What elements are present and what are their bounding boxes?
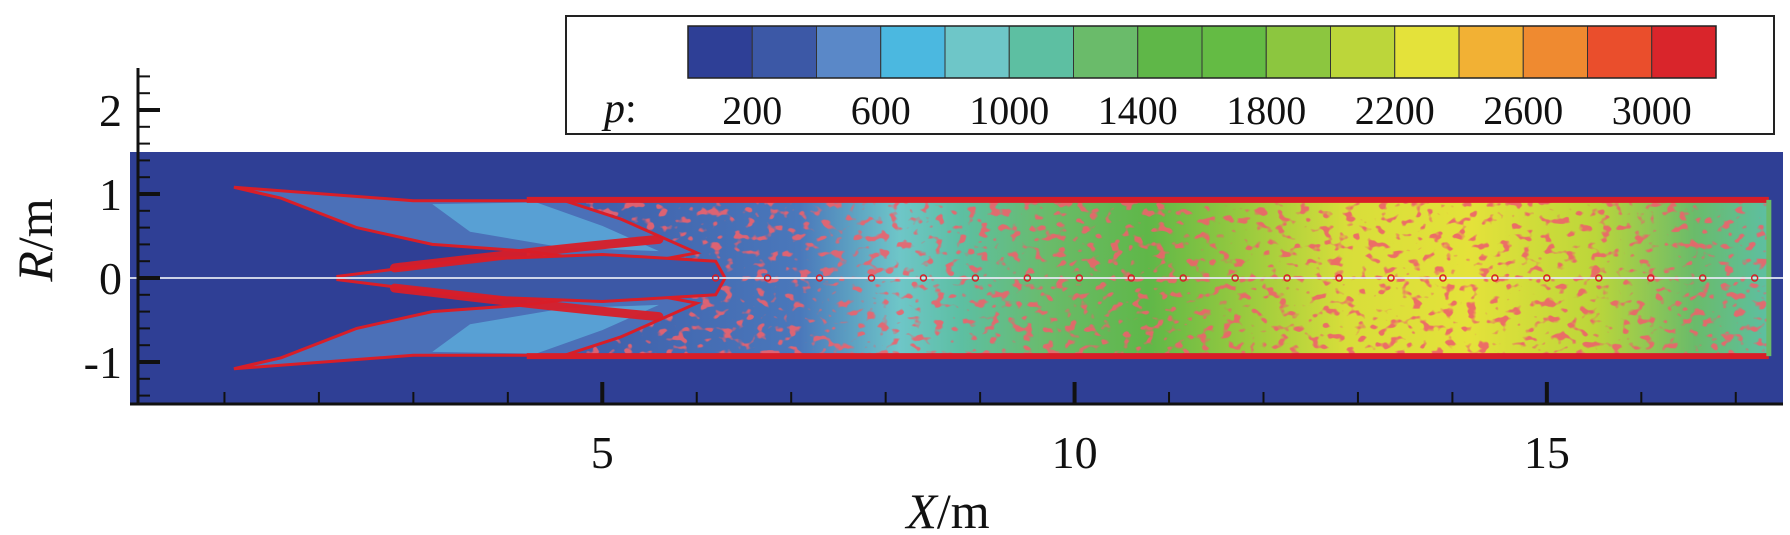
axis-cell-marker <box>1127 274 1135 282</box>
colorbar-tick-label: 1800 <box>1226 88 1306 133</box>
colorbar-swatch <box>880 25 946 79</box>
x-tick-label: 5 <box>591 427 614 478</box>
y-tick-label: 2 <box>99 85 122 136</box>
axis-cell-marker <box>1179 274 1187 282</box>
axis-cell-marker <box>711 274 720 282</box>
colorbar-swatch <box>1651 25 1717 79</box>
colorbar-swatch <box>1265 25 1331 79</box>
axis-cell-marker <box>1698 274 1707 282</box>
colorbar-outline <box>687 25 1717 79</box>
colorbar-swatch <box>1522 25 1588 79</box>
axis-cell-marker <box>1335 274 1343 282</box>
colorbar-swatch <box>1330 25 1396 79</box>
axis-cell-marker <box>763 274 772 282</box>
colorbar-swatch <box>1073 25 1139 79</box>
colorbar-swatch <box>687 25 753 79</box>
axis-cell-marker <box>815 274 824 282</box>
lower-inlet-jet-core <box>432 304 659 354</box>
axis-cell-marker <box>919 274 928 282</box>
axis-cell-marker <box>1750 274 1759 282</box>
colorbar-swatch <box>1201 25 1267 79</box>
colorbar-swatch <box>1587 25 1653 79</box>
colorbar-swatch <box>1458 25 1524 79</box>
x-tick-label: 15 <box>1524 427 1570 478</box>
axis-cell-marker <box>971 274 980 282</box>
axis-cell-marker <box>1387 274 1395 282</box>
axis-cell-marker <box>1023 274 1032 282</box>
lower-shear-layer <box>389 283 664 322</box>
colorbar-tick-label: 1000 <box>969 88 1049 133</box>
colorbar-swatch <box>1137 25 1203 79</box>
colorbar-legend: 200 600 1000 1400 1800 2200 2600 3000 p: <box>565 15 1775 135</box>
axis-cell-marker <box>1543 274 1551 282</box>
axis-cell-marker <box>1231 274 1239 282</box>
pressure-field <box>130 152 1783 404</box>
upper-inlet-jet-core <box>432 202 659 252</box>
x-axis-title: X/m <box>904 483 989 535</box>
colorbar-tick-label: 3000 <box>1612 88 1692 133</box>
colorbar-tick-label: 2600 <box>1483 88 1563 133</box>
colorbar-tick-label: 1400 <box>1098 88 1178 133</box>
colorbar-swatch <box>944 25 1010 79</box>
axis-cell-marker <box>1647 274 1655 282</box>
y-tick-label: 0 <box>99 253 122 304</box>
colorbar-tick-label: 200 <box>722 88 782 133</box>
axis-cell-marker <box>1283 274 1291 282</box>
axis-cell-marker <box>1491 274 1499 282</box>
x-tick-label: 10 <box>1052 427 1098 478</box>
upper-shear-layer <box>389 234 664 273</box>
axis-cell-marker <box>1595 274 1603 282</box>
colorbar-tick-label: 600 <box>851 88 911 133</box>
y-tick-label: 1 <box>99 169 122 220</box>
axis-cell-marker <box>867 274 876 282</box>
colorbar-variable-label: p: <box>601 86 637 132</box>
axis-cell-marker <box>1439 274 1447 282</box>
colorbar-tick-label: 2200 <box>1355 88 1435 133</box>
axis-cell-marker <box>1075 274 1084 282</box>
colorbar-swatch <box>1008 25 1074 79</box>
colorbar-swatch <box>1394 25 1460 79</box>
colorbar-swatch <box>816 25 882 79</box>
y-axis-title: R/m <box>7 198 63 282</box>
colorbar-swatch <box>751 25 817 79</box>
y-tick-label: -1 <box>84 337 122 388</box>
